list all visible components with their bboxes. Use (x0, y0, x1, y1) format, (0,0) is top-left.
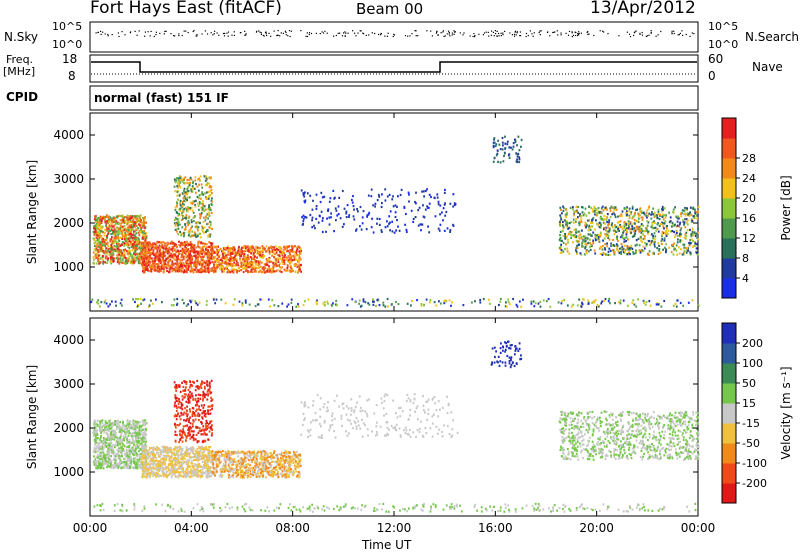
noise-panel (89, 21, 699, 53)
range-tick-label: 4000 (53, 128, 84, 142)
colorbar-swatch (722, 258, 736, 279)
time-tick-label: 00:00 (73, 521, 108, 535)
noise-trace (95, 30, 695, 38)
power-colorbar: 4 8 12 16 20 24 28 Power [dB] (721, 117, 793, 299)
time-tick-label: 00:00 (681, 521, 716, 535)
colorbar-tick-label: 28 (742, 152, 756, 165)
power-scatter (90, 135, 700, 308)
time-tick-label: 16:00 (478, 521, 513, 535)
nave-label: Nave (752, 60, 783, 74)
colorbar-tick-label: 8 (742, 252, 749, 265)
beam-title: Beam 00 (356, 0, 424, 18)
colorbar-tick-label: -100 (742, 457, 767, 470)
freq-panel (89, 54, 699, 83)
range-tick-label: 3000 (53, 377, 84, 391)
noise-tick-bottom-right: 10^0 (708, 38, 739, 51)
colorbar-swatch (722, 483, 736, 504)
colorbar-swatch (722, 238, 736, 259)
time-tick-label: 20:00 (579, 521, 614, 535)
colorbar-swatch (722, 423, 736, 444)
velocity-panel (89, 317, 699, 517)
cpid-label: CPID (6, 90, 39, 104)
time-tick-label: 08:00 (275, 521, 310, 535)
colorbar-tick-label: -50 (742, 437, 760, 450)
colorbar-swatch (722, 443, 736, 464)
velocity-colorbar: 200 100 50 15 -15 -50 -100 -200 Velocity [m s⁻¹] (721, 322, 793, 504)
range-tick-label: 2000 (53, 216, 84, 230)
colorbar-swatch (722, 118, 736, 139)
colorbar-swatch (722, 403, 736, 424)
nsky-label: N.Sky (4, 30, 39, 44)
nave-tick-top: 60 (708, 52, 724, 66)
power-yaxis: 1000 2000 3000 4000 Slant Range [km] (25, 128, 698, 274)
time-axis: 00:00 04:00 08:00 12:00 16:00 20:00 00:00 (73, 113, 716, 535)
colorbar-swatch (722, 218, 736, 239)
colorbar-swatch (722, 323, 736, 344)
colorbar-swatch (722, 178, 736, 199)
cpid-panel (89, 85, 699, 111)
colorbar-tick-label: 4 (742, 272, 749, 285)
noise-tick-top-left: 10^5 (52, 20, 83, 33)
freq-tick-top: 18 (62, 52, 78, 66)
colorbar-label: Power [dB] (779, 175, 793, 240)
range-tick-label: 1000 (53, 465, 84, 479)
range-axis-label: Slant Range [km] (25, 365, 39, 469)
velocity-scatter (92, 340, 700, 513)
colorbar-swatch (722, 383, 736, 404)
freq-tick-bottom: 8 (68, 69, 76, 83)
range-tick-label: 2000 (53, 421, 84, 435)
freq-trace (91, 61, 697, 73)
colorbar-tick-label: 24 (742, 172, 756, 185)
freq-label: Freq. (6, 53, 34, 66)
colorbar-swatch (722, 278, 736, 299)
colorbar-tick-label: 15 (742, 397, 756, 410)
colorbar-swatch (722, 138, 736, 159)
nsearch-label: N.Search (745, 30, 800, 44)
colorbar-swatch (722, 198, 736, 219)
range-axis-label: Slant Range [km] (25, 160, 39, 264)
colorbar-tick-label: 12 (742, 232, 756, 245)
colorbar-tick-label: 200 (742, 337, 763, 350)
noise-tick-bottom-left: 10^0 (52, 38, 83, 51)
colorbar-tick-label: 20 (742, 192, 756, 205)
colorbar-label: Velocity [m s⁻¹] (779, 366, 793, 459)
time-tick-label: 04:00 (174, 521, 209, 535)
freq-unit: [MHz] (3, 65, 36, 78)
colorbar-tick-label: 50 (742, 377, 756, 390)
colorbar-tick-label: -15 (742, 417, 760, 430)
nave-tick-bottom: 0 (708, 69, 716, 83)
velocity-yaxis: 1000 2000 3000 4000 Slant Range [km] (25, 333, 698, 479)
colorbar-swatch (722, 463, 736, 484)
time-tick-label: 12:00 (377, 521, 412, 535)
colorbar-tick-label: -200 (742, 477, 767, 490)
colorbar-swatch (722, 343, 736, 364)
time-axis-label: Time UT (362, 538, 412, 552)
date-title: 13/Apr/2012 (590, 0, 696, 18)
cpid-value: normal (fast) 151 IF (94, 91, 229, 105)
range-tick-label: 1000 (53, 260, 84, 274)
radar-title: Fort Hays East (fitACF) (90, 0, 282, 18)
noise-tick-top-right: 10^5 (708, 20, 739, 33)
range-tick-label: 4000 (53, 333, 84, 347)
colorbar-swatch (722, 158, 736, 179)
colorbar-tick-label: 100 (742, 357, 763, 370)
colorbar-tick-label: 16 (742, 212, 756, 225)
colorbar-swatch (722, 363, 736, 384)
range-tick-label: 3000 (53, 172, 84, 186)
